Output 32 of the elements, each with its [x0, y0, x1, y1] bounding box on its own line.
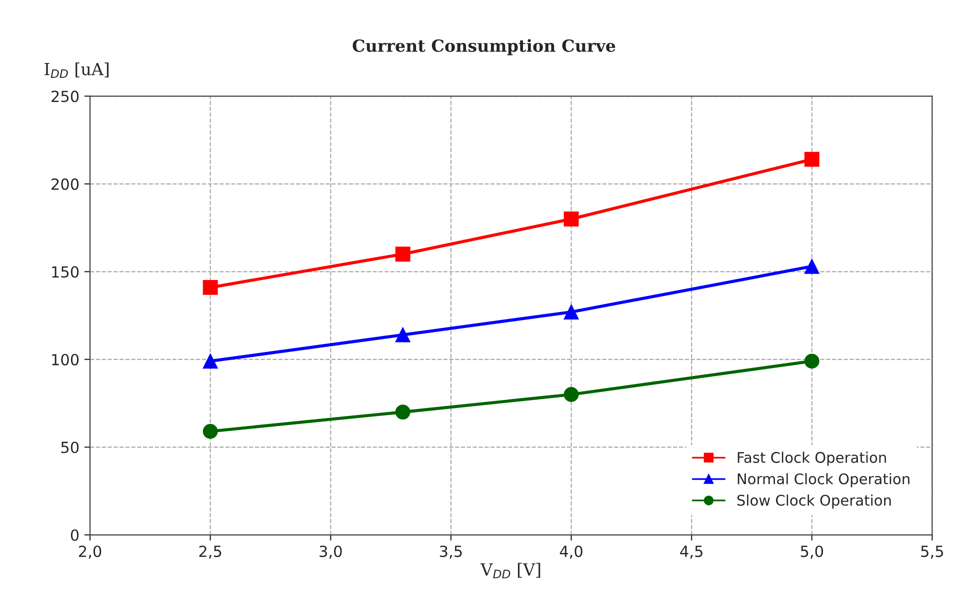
point	[395, 404, 410, 420]
x-tick-label: 5,0	[800, 546, 824, 559]
legend-label: Fast Clock Operation	[738, 452, 886, 466]
x-tick-label: 2,0	[78, 546, 102, 559]
y-tick-label: 200	[52, 178, 79, 190]
x-tick-label: 2,5	[199, 546, 222, 559]
x-tick-label: 4,0	[560, 546, 582, 559]
x-tick-label: 4,5	[680, 546, 702, 559]
x-tick-label: 5,5	[921, 546, 943, 559]
point	[202, 424, 218, 439]
point	[804, 258, 820, 274]
point	[564, 387, 579, 402]
legend-label: Normal Clock Operation	[738, 473, 910, 488]
point	[564, 304, 579, 320]
y-tick-label: 100	[52, 354, 79, 366]
y-tick-label: 50	[61, 442, 79, 454]
point	[564, 212, 579, 226]
y-tick-label: 250	[52, 90, 79, 102]
point	[202, 280, 218, 295]
x-tick-label: 3,0	[320, 546, 342, 559]
point	[395, 246, 410, 262]
point	[804, 152, 820, 167]
x-tick-label: 3,5	[440, 546, 462, 559]
y-axis-title: I$_{DD}$ [uA]	[44, 62, 109, 78]
point	[395, 327, 410, 342]
y-tick-label: 150	[52, 266, 79, 278]
legend-label: Slow Clock Operation	[737, 494, 891, 509]
chart-title: Current Consumption Curve	[352, 39, 616, 56]
point	[202, 354, 218, 369]
x-axis-title: V$_{DD}$ [V]	[480, 562, 540, 578]
y-tick-label: 0	[70, 529, 79, 541]
point	[804, 354, 820, 369]
